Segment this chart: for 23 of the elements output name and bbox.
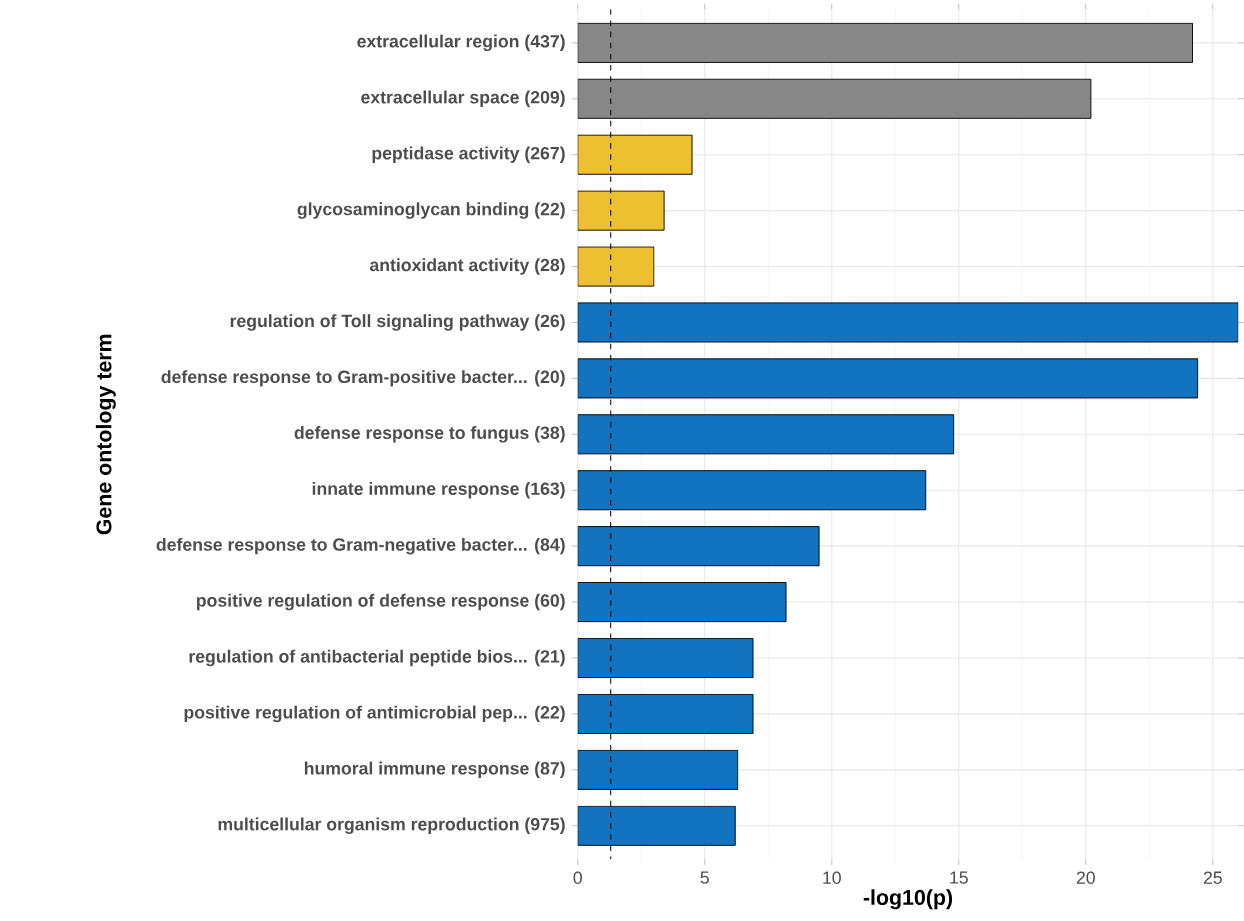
y-tick-label: regulation of antibacterial peptide bios... (21) xyxy=(189,649,565,667)
x-tick-label: 10 xyxy=(823,871,841,885)
x-tick-label: 20 xyxy=(1076,871,1095,885)
y-tick-label: extracellular space (209) xyxy=(361,90,565,108)
y-tick-label: defense response to Gram-negative bacter... (84) xyxy=(156,538,565,555)
x-tick-label: 25 xyxy=(1203,871,1222,885)
y-axis-title: Gene ontology term xyxy=(95,334,116,535)
y-tick-label: peptidase activity (267) xyxy=(372,146,565,164)
y-tick-label: extracellular region (437) xyxy=(357,34,565,52)
y-tick-label: regulation of Toll signaling pathway (26) xyxy=(230,314,565,331)
y-tick-label: positive regulation of defense response (60) xyxy=(197,593,565,611)
y-tick-label: antioxidant activity (28) xyxy=(369,258,565,275)
x-tick-label: 15 xyxy=(950,871,968,884)
y-tick-label: innate immune response (163) xyxy=(312,482,565,499)
y-tick-label: multicellular organism reproduction (975) xyxy=(218,817,565,835)
x-tick-label: 0 xyxy=(573,871,582,885)
x-axis-title: -log10(p) xyxy=(863,889,953,910)
y-tick-label: positive regulation of antimicrobial pep... (22) xyxy=(184,705,565,723)
y-tick-label: humoral immune response (87) xyxy=(304,761,565,779)
y-tick-label: glycosaminoglycan binding (22) xyxy=(297,202,565,220)
y-tick-label: defense response to Gram-positive bacter... (20) xyxy=(161,370,565,387)
y-tick-label: defense response to fungus (38) xyxy=(294,426,565,443)
x-tick-label: 5 xyxy=(700,871,709,884)
